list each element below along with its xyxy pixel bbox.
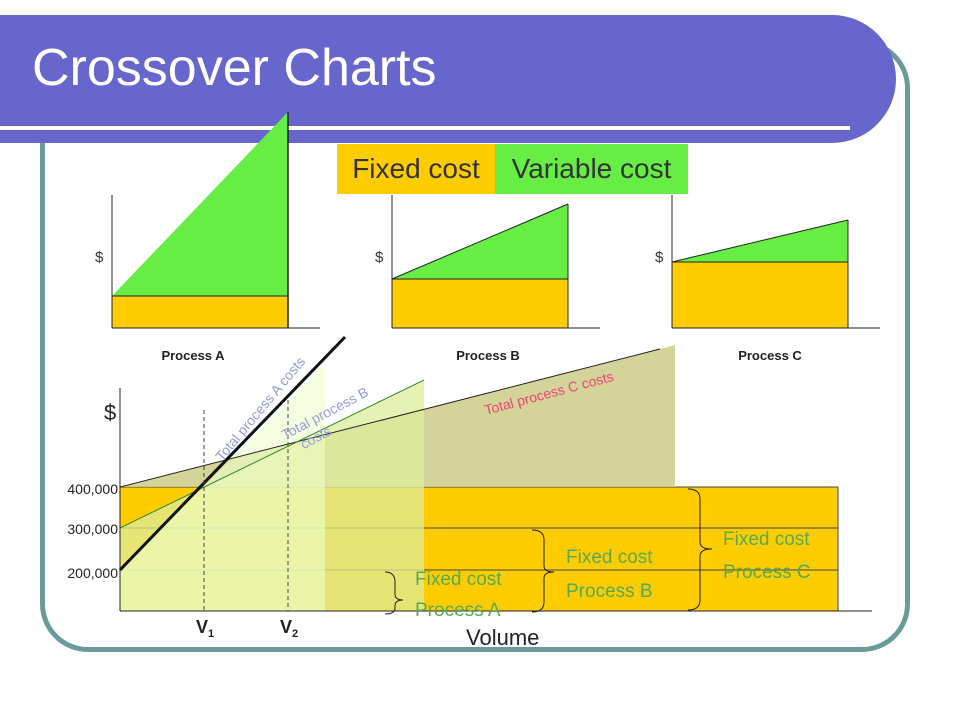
mini-chart-c: $ Process C: [655, 195, 880, 363]
brace-process-a: [384, 571, 404, 615]
page-title: Crossover Charts: [32, 39, 437, 97]
brace-process-c: [687, 488, 713, 611]
total-line-process-b: [119, 379, 425, 529]
legend-variable-cost: Variable cost: [495, 144, 688, 194]
fixed-cost-c-line2: Process C: [723, 562, 811, 583]
x-axis-volume-label: Volume: [466, 625, 539, 650]
mini-chart-a: $ Process A: [95, 112, 320, 363]
dollar-label-c: $: [655, 249, 664, 266]
y-tick-200000: 200,000: [67, 565, 118, 581]
y-axis-dollar: $: [104, 400, 116, 425]
process-b-label: Process B: [456, 348, 520, 363]
fixed-area-c: [672, 262, 848, 328]
fixed-area-a: [112, 296, 288, 328]
title-band: [0, 15, 896, 143]
fixed-area-b: [392, 279, 568, 328]
fixed-cost-c-line1: Fixed cost: [723, 529, 810, 550]
y-tick-300000: 300,000: [67, 521, 118, 537]
fixed-cost-b-line2: Process B: [566, 581, 653, 602]
variable-area-process-a: [120, 365, 325, 611]
dollar-label-b: $: [375, 249, 384, 266]
crossover-chart: $ 400,000 300,000 200,000 Volume V1 V2 F…: [67, 335, 872, 650]
fixed-cost-b-line1: Fixed cost: [566, 547, 653, 568]
v2-label: V2: [280, 617, 298, 640]
dollar-label-a: $: [95, 249, 104, 266]
v1-label: V1: [196, 617, 214, 640]
total-line-c: [671, 219, 849, 263]
process-a-label: Process A: [161, 348, 225, 363]
total-line-process-c: [119, 348, 661, 488]
brace-process-b: [531, 529, 555, 613]
title-rule: [0, 126, 850, 130]
process-c-label: Process C: [738, 348, 802, 363]
variable-area-a: [112, 112, 288, 296]
fixed-cost-a-line1: Fixed cost: [415, 569, 502, 590]
fixed-cost-a-line2: Process A: [415, 600, 501, 621]
mini-chart-b: $ Process B: [375, 195, 600, 363]
y-tick-400000: 400,000: [67, 481, 118, 497]
total-line-process-a: [118, 335, 347, 572]
legend-fixed-cost: Fixed cost: [337, 144, 495, 194]
total-line-b: [391, 203, 569, 280]
